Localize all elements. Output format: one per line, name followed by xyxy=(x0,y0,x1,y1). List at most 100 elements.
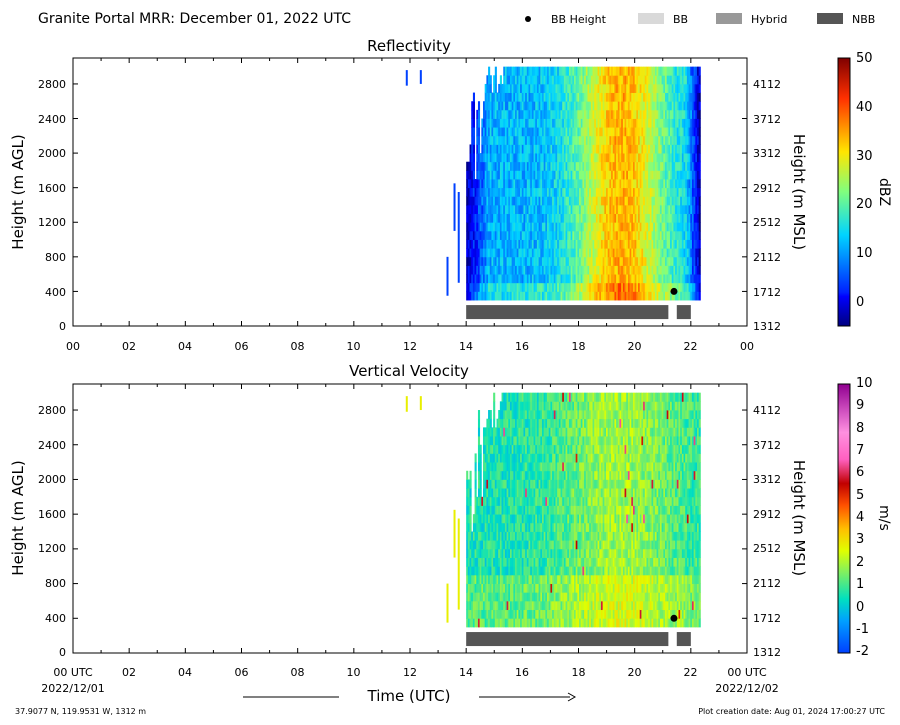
heatmap-cell xyxy=(654,196,657,206)
heatmap-cell xyxy=(476,153,479,163)
heatmap-cell xyxy=(471,213,474,223)
heatmap-cell xyxy=(552,470,555,480)
heatmap-cell xyxy=(541,274,545,284)
heatmap-cell xyxy=(548,583,551,593)
heatmap-cell xyxy=(632,161,636,171)
heatmap-cell xyxy=(693,118,696,128)
heatmap-cell xyxy=(658,248,661,258)
heatmap-cell xyxy=(587,92,590,102)
heatmap-cell xyxy=(520,109,523,119)
heatmap-cell xyxy=(665,101,668,111)
heatmap-cell xyxy=(688,187,691,197)
heatmap-cell xyxy=(634,161,637,171)
heatmap-cell xyxy=(590,92,593,102)
heatmap-cell xyxy=(481,274,484,284)
heatmap-cell xyxy=(509,204,513,215)
heatmap-cell xyxy=(504,436,508,446)
heatmap-cell xyxy=(589,291,592,301)
heatmap-cell xyxy=(649,256,652,266)
heatmap-cell xyxy=(488,592,491,602)
heatmap-cell xyxy=(531,101,534,111)
heatmap-cell xyxy=(599,66,602,76)
heatmap-cell xyxy=(536,462,540,472)
heatmap-cell xyxy=(479,522,482,532)
heatmap-cell xyxy=(658,127,661,137)
heatmap-cell xyxy=(639,118,642,128)
heatmap-cell xyxy=(617,230,620,240)
heatmap-cell xyxy=(686,274,689,284)
heatmap-cell xyxy=(651,239,654,249)
heatmap-cell xyxy=(530,401,533,411)
heatmap-cell xyxy=(639,101,642,111)
heatmap-cell xyxy=(498,574,501,584)
heatmap-cell xyxy=(526,531,529,541)
heatmap-cell xyxy=(545,101,548,111)
heatmap-cell xyxy=(526,453,529,463)
heatmap-cell xyxy=(560,213,563,223)
heatmap-cell xyxy=(508,436,511,446)
heatmap-cell xyxy=(622,274,625,284)
heatmap-cell xyxy=(577,265,580,275)
heatmap-cell xyxy=(616,187,619,197)
heatmap-cell xyxy=(494,265,497,275)
heatmap-cell xyxy=(607,101,610,111)
heatmap-cell xyxy=(484,92,487,102)
heatmap-cell xyxy=(541,618,545,628)
heatmap-cell xyxy=(535,609,538,619)
heatmap-cell xyxy=(486,204,489,215)
heatmap-cell xyxy=(543,187,546,197)
heatmap-cell xyxy=(499,427,502,437)
heatmap-cell xyxy=(536,609,540,619)
heatmap-cell xyxy=(612,282,615,292)
heatmap-cell xyxy=(535,600,538,611)
heatmap-cell xyxy=(472,239,475,249)
heatmap-cell xyxy=(597,109,600,119)
heatmap-cell xyxy=(501,196,504,206)
heatmap-cell xyxy=(477,161,481,171)
heatmap-cell xyxy=(471,109,474,119)
heatmap-cell xyxy=(563,248,566,258)
heatmap-cell xyxy=(607,187,610,197)
heatmap-cell xyxy=(575,127,578,137)
heatmap-cell xyxy=(594,282,597,292)
heatmap-cell xyxy=(570,179,573,189)
heatmap-cell xyxy=(525,514,528,524)
heatmap-cell xyxy=(499,453,502,463)
heatmap-cell xyxy=(533,592,536,602)
heatmap-cell xyxy=(488,239,491,249)
heatmap-cell xyxy=(611,222,614,232)
heatmap-cell xyxy=(541,592,545,602)
heatmap-cell xyxy=(474,522,477,532)
heatmap-cell xyxy=(536,187,540,197)
heatmap-cell xyxy=(508,161,511,171)
heatmap-cell xyxy=(606,118,609,128)
heatmap-cell xyxy=(508,127,511,137)
heatmap-cell xyxy=(575,204,578,215)
heatmap-cell xyxy=(604,153,607,163)
heatmap-cell xyxy=(665,196,668,206)
heatmap-cell xyxy=(541,462,545,472)
heatmap-cell xyxy=(609,92,612,102)
heatmap-cell xyxy=(538,135,541,145)
heatmap-cell xyxy=(611,274,614,284)
heatmap-cell xyxy=(501,410,504,420)
heatmap-cell xyxy=(503,522,506,532)
heatmap-cell xyxy=(577,109,580,119)
heatmap-cell xyxy=(570,274,573,284)
heatmap-cell xyxy=(626,213,629,223)
heatmap-cell xyxy=(668,75,671,85)
heatmap-cell xyxy=(606,274,609,284)
heatmap-cell xyxy=(516,548,519,558)
heatmap-cell xyxy=(533,135,536,145)
heatmap-cell xyxy=(626,66,629,76)
heatmap-cell xyxy=(518,230,521,240)
heatmap-cell xyxy=(629,265,632,275)
heatmap-cell xyxy=(550,600,553,611)
heatmap-cell xyxy=(560,179,563,189)
heatmap-cell xyxy=(548,600,551,611)
heatmap-cell xyxy=(600,161,604,171)
heatmap-cell xyxy=(504,566,508,576)
heatmap-cell xyxy=(641,274,644,284)
heatmap-cell xyxy=(616,196,619,206)
heatmap-cell xyxy=(515,213,518,223)
